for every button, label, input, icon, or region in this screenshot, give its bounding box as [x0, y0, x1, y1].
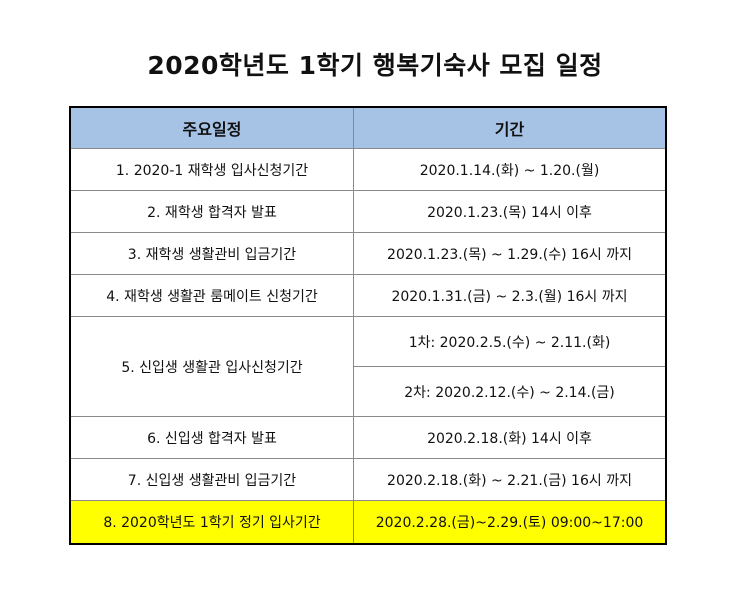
- column-header-period: 기간: [353, 107, 666, 149]
- schedule-period: 2020.2.18.(화) 14시 이후: [353, 416, 666, 459]
- table-row-highlighted: 8. 2020학년도 1학기 정기 입사기간 2020.2.28.(금)~2.2…: [70, 500, 666, 544]
- schedule-period: 2020.2.28.(금)~2.29.(토) 09:00~17:00: [353, 500, 666, 544]
- table-row: 5. 신입생 생활관 입사신청기간 1차: 2020.2.5.(수) ~ 2.1…: [70, 316, 666, 417]
- schedule-table: 주요일정 기간 1. 2020-1 재학생 입사신청기간 2020.1.14.(…: [69, 106, 667, 545]
- page-title: 2020학년도 1학기 행복기숙사 모집 일정: [147, 51, 603, 80]
- column-header-item: 주요일정: [70, 107, 354, 149]
- schedule-period: 2020.1.31.(금) ~ 2.3.(월) 16시 까지: [353, 274, 666, 317]
- schedule-item: 4. 재학생 생활관 룸메이트 신청기간: [70, 274, 354, 317]
- schedule-period-second-round: 2차: 2020.2.12.(수) ~ 2.14.(금): [353, 366, 666, 417]
- schedule-item: 7. 신입생 생활관비 입금기간: [70, 458, 354, 501]
- table-row: 6. 신입생 합격자 발표 2020.2.18.(화) 14시 이후: [70, 416, 666, 459]
- table-row: 4. 재학생 생활관 룸메이트 신청기간 2020.1.31.(금) ~ 2.3…: [70, 274, 666, 317]
- table-row: 2차: 2020.2.12.(수) ~ 2.14.(금): [71, 366, 666, 417]
- schedule-period-first-round: 1차: 2020.2.5.(수) ~ 2.11.(화): [353, 316, 666, 367]
- schedule-item: 8. 2020학년도 1학기 정기 입사기간: [70, 500, 354, 544]
- table-header-row: 주요일정 기간: [70, 107, 666, 149]
- table-row: 3. 재학생 생활관비 입금기간 2020.1.23.(목) ~ 1.29.(수…: [70, 232, 666, 275]
- schedule-item: 6. 신입생 합격자 발표: [70, 416, 354, 459]
- schedule-item: 1. 2020-1 재학생 입사신청기간: [70, 148, 354, 191]
- schedule-period: 2020.1.23.(목) 14시 이후: [353, 190, 666, 233]
- schedule-period: 2020.2.18.(화) ~ 2.21.(금) 16시 까지: [353, 458, 666, 501]
- schedule-item: 5. 신입생 생활관 입사신청기간: [70, 316, 354, 417]
- schedule-item: 3. 재학생 생활관비 입금기간: [70, 232, 354, 275]
- schedule-item: 2. 재학생 합격자 발표: [70, 190, 354, 233]
- table-row: 1. 2020-1 재학생 입사신청기간 2020.1.14.(화) ~ 1.2…: [70, 148, 666, 191]
- schedule-period: 2020.1.23.(목) ~ 1.29.(수) 16시 까지: [353, 232, 666, 275]
- schedule-period: 2020.1.14.(화) ~ 1.20.(월): [353, 148, 666, 191]
- table-row: 2. 재학생 합격자 발표 2020.1.23.(목) 14시 이후: [70, 190, 666, 233]
- table-row: 7. 신입생 생활관비 입금기간 2020.2.18.(화) ~ 2.21.(금…: [70, 458, 666, 501]
